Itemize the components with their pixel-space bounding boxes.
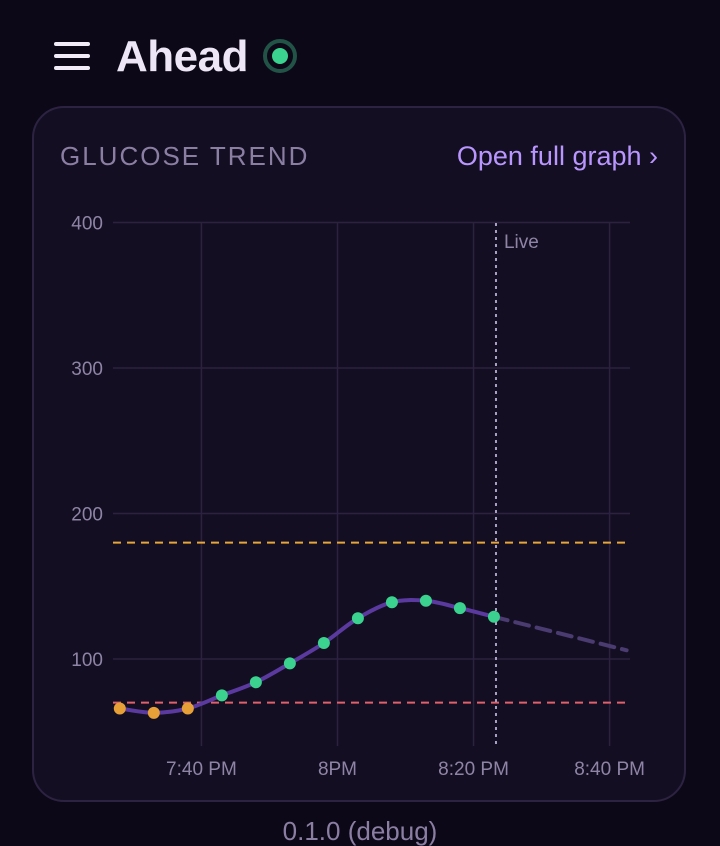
glucose-data-point xyxy=(385,596,398,609)
glucose-data-point xyxy=(487,610,500,623)
glucose-data-point xyxy=(317,636,330,649)
forecast-line xyxy=(491,614,629,653)
x-tick-label: 8:20 PM xyxy=(438,759,509,780)
app-header: Ahead xyxy=(0,0,720,110)
live-status-icon xyxy=(263,39,297,73)
glucose-data-point xyxy=(453,602,466,615)
glucose-data-point xyxy=(147,706,160,719)
glucose-data-point xyxy=(249,676,262,689)
glucose-data-point xyxy=(181,702,194,715)
x-tick-label: 8:40 PM xyxy=(574,759,645,780)
y-tick-label: 400 xyxy=(71,214,103,235)
open-full-graph-link[interactable]: Open full graph › xyxy=(456,141,658,171)
glucose-chart[interactable]: 100 200 300 400 7:40 PM 8PM 8:20 PM 8:40 PM Live xyxy=(0,0,720,828)
x-tick-label: 8PM xyxy=(318,759,357,780)
live-label: Live xyxy=(504,232,539,253)
glucose-data-point xyxy=(215,689,228,702)
app-title: Ahead xyxy=(116,32,248,81)
glucose-data-point xyxy=(351,612,364,625)
glucose-data-point xyxy=(283,657,296,670)
x-tick-label: 7:40 PM xyxy=(166,759,237,780)
version-text: 0.1.0 (debug) xyxy=(282,816,438,846)
y-tick-label: 200 xyxy=(71,505,103,526)
glucose-series-line xyxy=(117,598,496,715)
y-tick-label: 300 xyxy=(71,359,103,380)
glucose-data-point xyxy=(419,594,432,607)
y-tick-label: 100 xyxy=(71,650,103,671)
hamburger-menu-icon[interactable] xyxy=(50,38,94,74)
card-title: GLUCOSE TREND xyxy=(60,141,310,171)
glucose-data-point xyxy=(113,702,126,715)
